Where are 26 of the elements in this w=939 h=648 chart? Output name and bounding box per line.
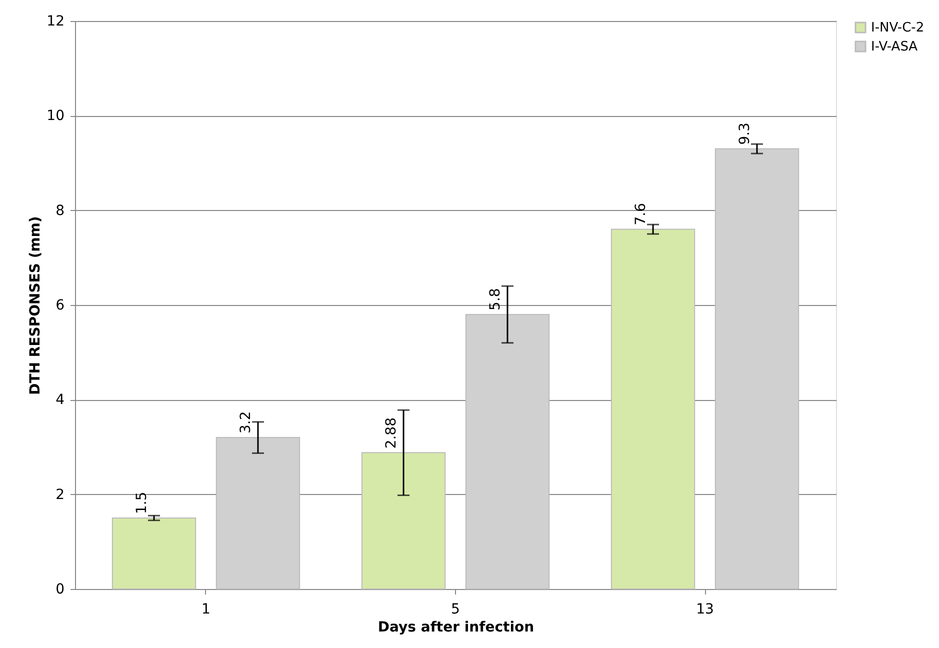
data-label: 2.88: [384, 418, 400, 449]
data-label: 5.8: [487, 288, 504, 310]
y-tick-label: 6: [56, 298, 65, 314]
bar: [216, 437, 300, 590]
bar: [610, 228, 696, 590]
x-axis-title: Days after infection: [378, 620, 534, 636]
bar: [112, 518, 196, 590]
legend-label: I-NV-C-2: [871, 20, 924, 36]
data-label: 9.3: [736, 122, 753, 145]
y-tick-label: 0: [56, 582, 64, 598]
y-tick-label: 4: [56, 392, 65, 408]
x-tick-label: 1: [202, 602, 210, 618]
x-tick-label: 5: [451, 602, 460, 618]
bar: [714, 148, 800, 590]
data-label: 3.2: [238, 411, 254, 434]
bar: [465, 314, 550, 590]
y-tick-label: 10: [46, 108, 64, 124]
legend-label: I-V-ASA: [871, 40, 918, 54]
data-label: 7.6: [633, 202, 650, 226]
y-tick-label: 8: [56, 202, 64, 219]
data-label: 1.5: [134, 492, 150, 514]
y-tick-label: 2: [56, 486, 64, 503]
x-tick-label: 13: [696, 602, 714, 618]
y-tick-label: 12: [46, 14, 64, 30]
y-axis-title: DTH RESPONSES (mm): [28, 216, 44, 395]
bar: [361, 452, 446, 590]
